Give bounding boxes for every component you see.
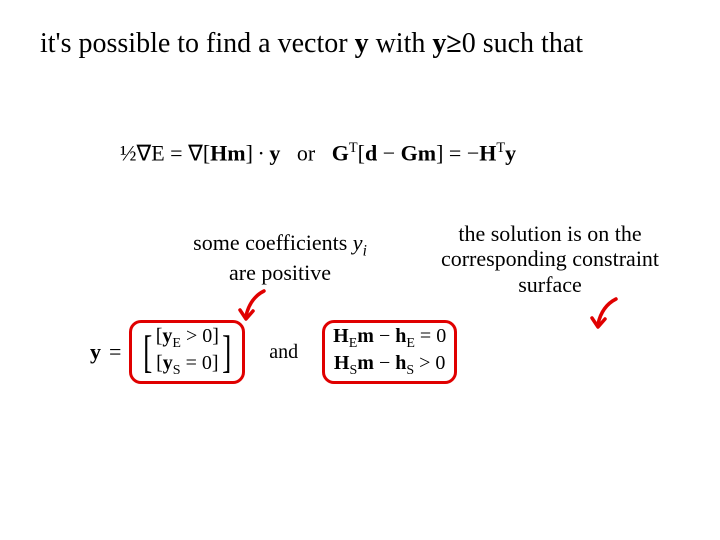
eq1-dot: ∙ xyxy=(253,140,270,165)
r2-hS: h xyxy=(395,352,406,374)
row2-eq: = 0 xyxy=(181,352,212,374)
r1-hE: h xyxy=(395,325,406,347)
slide: it's possible to find a vector y with y≥… xyxy=(0,0,720,540)
stack-right: HEm − hE = 0 HSm − hS > 0 xyxy=(333,325,446,379)
equation-1: ½∇E = ∇[Hm] ∙ y or GT[d − Gm] = −HTy xyxy=(120,140,516,166)
caption-left-line1a: some coefficients xyxy=(193,230,353,255)
stack-right-row1: HEm − hE = 0 xyxy=(333,325,446,352)
eq1-eq: = xyxy=(165,140,188,165)
r1-HE: H xyxy=(333,325,349,347)
row2-a: [ xyxy=(156,352,163,374)
row1-Esub: E xyxy=(172,336,181,351)
eq1-rbr: ] xyxy=(246,140,253,165)
eq1-d: d xyxy=(365,140,377,165)
eq1-half: ½ xyxy=(120,140,137,165)
r1-m: m xyxy=(357,325,374,347)
arrow-right-icon xyxy=(588,296,628,338)
equation-2: y = [ [yE > 0] [yS = 0] ] and xyxy=(90,320,457,384)
bracket-group-left: [ [yE > 0] [yS = 0] ] xyxy=(140,325,234,379)
r2-Ssub2: S xyxy=(406,363,414,378)
stack-left-row1: [yE > 0] xyxy=(156,325,219,352)
row1-b: ] xyxy=(212,325,219,347)
heading-zero: 0 such that xyxy=(462,28,583,59)
row2-Ssub: S xyxy=(173,363,181,378)
eq1-G: G xyxy=(332,140,349,165)
eq1-lbr2: [ xyxy=(358,140,365,165)
r2-gt0: > 0 xyxy=(414,352,445,374)
heading-pre: it's possible to find a vector xyxy=(40,28,355,59)
eq1-T: T xyxy=(349,140,358,156)
caption-left-yi-y: y xyxy=(353,230,363,255)
caption-left-line2: are positive xyxy=(229,260,331,285)
r2-HS: H xyxy=(334,352,350,374)
caption-right-line1: the solution is on the xyxy=(458,221,641,246)
stack-right-row2: HSm − hS > 0 xyxy=(334,352,446,379)
r1-minus: − xyxy=(374,325,395,347)
eq1-y: y xyxy=(269,140,280,165)
eq1-Gm: Gm xyxy=(401,140,436,165)
eq1-eq2: = xyxy=(443,140,466,165)
heading: it's possible to find a vector y with y≥… xyxy=(40,28,680,60)
eq1-minus: − xyxy=(377,140,400,165)
r1-eq0: = 0 xyxy=(415,325,446,347)
caption-right-line2: corresponding constraint xyxy=(441,246,659,271)
r2-m: m xyxy=(357,352,374,374)
r1-Esub2: E xyxy=(406,336,415,351)
eq1-y2: y xyxy=(505,140,516,165)
heading-mid: with xyxy=(369,28,433,59)
redbox-left: [ [yE > 0] [yS = 0] ] xyxy=(129,320,245,384)
heading-y2: y xyxy=(432,28,446,59)
eq2-and: and xyxy=(269,341,298,364)
bracket-close-left-icon: ] xyxy=(222,335,231,370)
heading-y1: y xyxy=(355,28,369,59)
eq1-grad: ∇ xyxy=(137,140,152,165)
row1-gt: > 0 xyxy=(181,325,212,347)
eq1-E: E xyxy=(151,140,164,165)
caption-left-yi-i: i xyxy=(363,242,367,259)
r1-Esub: E xyxy=(349,336,358,351)
eq1-or: or xyxy=(280,140,331,165)
r2-minus: − xyxy=(374,352,395,374)
caption-left: some coefficients yi are positive xyxy=(170,230,390,285)
eq1-neg: − xyxy=(467,140,479,165)
caption-right-line3: surface xyxy=(518,272,582,297)
row1-yE: y xyxy=(162,325,172,347)
eq1-H: H xyxy=(479,140,496,165)
redbox-right: HEm − hE = 0 HSm − hS > 0 xyxy=(322,320,457,384)
stack-left: [yE > 0] [yS = 0] xyxy=(156,325,219,379)
stack-left-row2: [yS = 0] xyxy=(156,352,218,379)
eq2-eq: = xyxy=(109,339,121,365)
heading-ge: ≥ xyxy=(446,28,461,59)
caption-right: the solution is on the corresponding con… xyxy=(420,221,680,297)
eq1-T2: T xyxy=(496,140,505,156)
row2-yS: y xyxy=(163,352,173,374)
bracket-open-left-icon: [ xyxy=(143,335,152,370)
eq2-y: y xyxy=(90,339,101,365)
eq1-grad2: ∇ xyxy=(188,140,203,165)
eq1-Hm: Hm xyxy=(210,140,245,165)
row2-b: ] xyxy=(212,352,219,374)
